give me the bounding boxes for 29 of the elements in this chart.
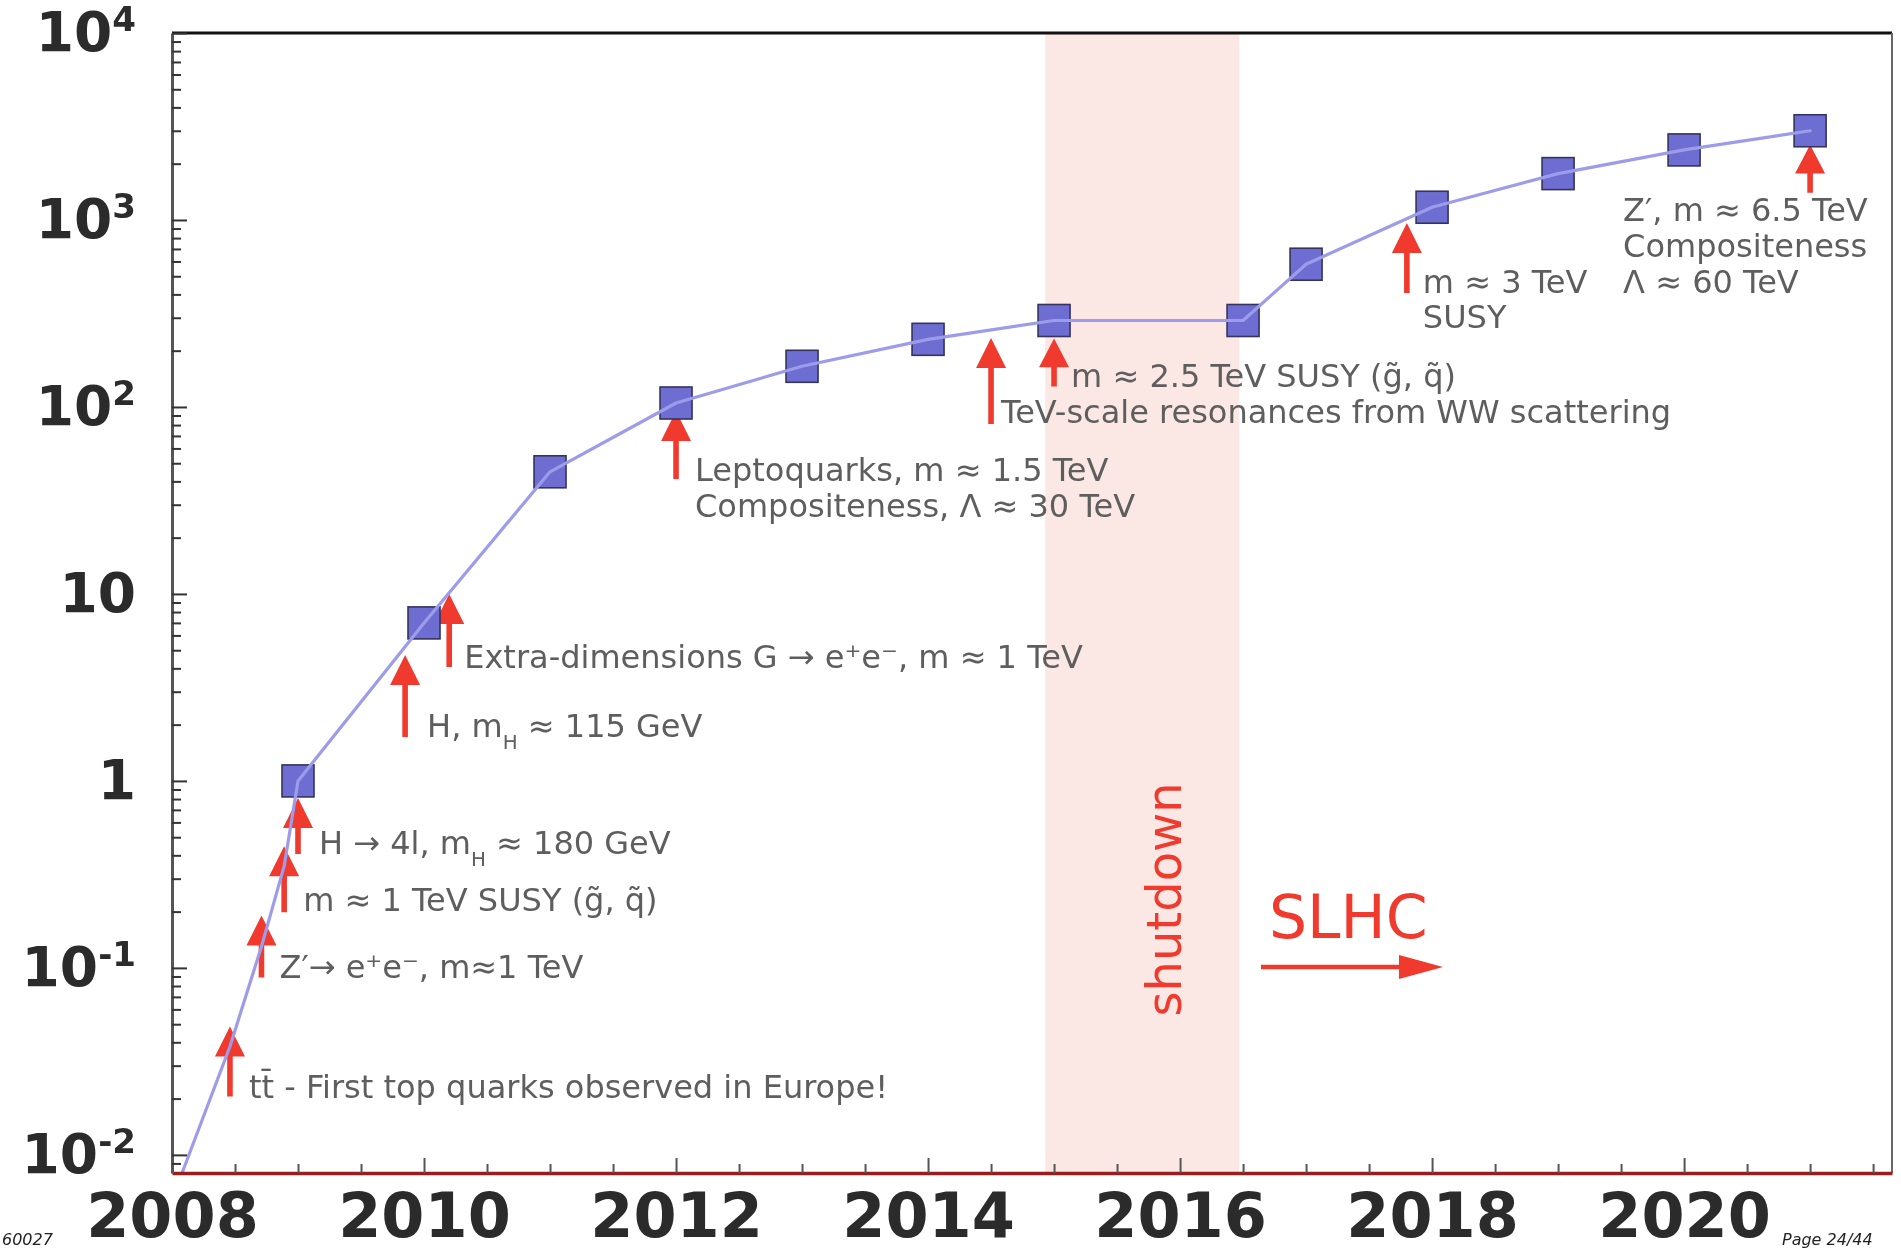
point xyxy=(1793,113,1827,148)
y-tick-label: 10 xyxy=(59,561,136,626)
annotation: tt̄ - First top quarks observed in Europe! xyxy=(248,1067,889,1107)
annotation: Z′→ e⁺e⁻, m≈1 TeV xyxy=(279,947,584,986)
x-tick-label: 2012 xyxy=(590,1179,763,1249)
annotation: SLHC xyxy=(1269,882,1428,952)
annotation: m ≈ 3 TeV SUSY xyxy=(1422,262,1588,336)
band-label: shutdown xyxy=(1136,782,1193,1017)
y-tick-label: 10$^{2}$ xyxy=(35,373,136,439)
annotation: m ≈ 2.5 TeV SUSY (g̃, q̃) xyxy=(1071,356,1456,395)
y-tick-label: 10$^{3}$ xyxy=(35,186,136,252)
y-tick-label: 10$^{-1}$ xyxy=(21,934,136,999)
annotation: H → 4l, m$_{H}$ ≈ 180 GeV xyxy=(319,823,671,871)
annotation: Leptoquarks, m ≈ 1.5 TeV Compositeness, Λ ≈ 30 TeV xyxy=(695,451,1136,525)
annotation: Z′, m ≈ 6.5 TeV Compositeness Λ ≈ 60 TeV xyxy=(1623,190,1868,301)
x-tick-label: 2016 xyxy=(1094,1179,1267,1249)
annotation: H, m$_{H}$ ≈ 115 GeV xyxy=(427,707,703,754)
text: 60027 xyxy=(2,1230,54,1249)
text: Page 24/44 xyxy=(1782,1230,1873,1249)
x-tick-label: 2010 xyxy=(338,1179,511,1249)
annotation: m ≈ 1 TeV SUSY (g̃, q̃) xyxy=(303,881,658,920)
x-tick-label: 2020 xyxy=(1598,1179,1771,1249)
annotation: Extra-dimensions G → e⁺e⁻, m ≈ 1 TeV xyxy=(464,637,1083,676)
x-tick-label: 2018 xyxy=(1346,1179,1519,1249)
y-tick-label: 10$^{4}$ xyxy=(35,0,136,65)
annotation: TeV-scale resonances from WW scattering xyxy=(1000,393,1672,431)
point xyxy=(1037,303,1071,338)
y-tick-label: 1 xyxy=(97,748,136,813)
x-tick-label: 2014 xyxy=(842,1179,1015,1249)
